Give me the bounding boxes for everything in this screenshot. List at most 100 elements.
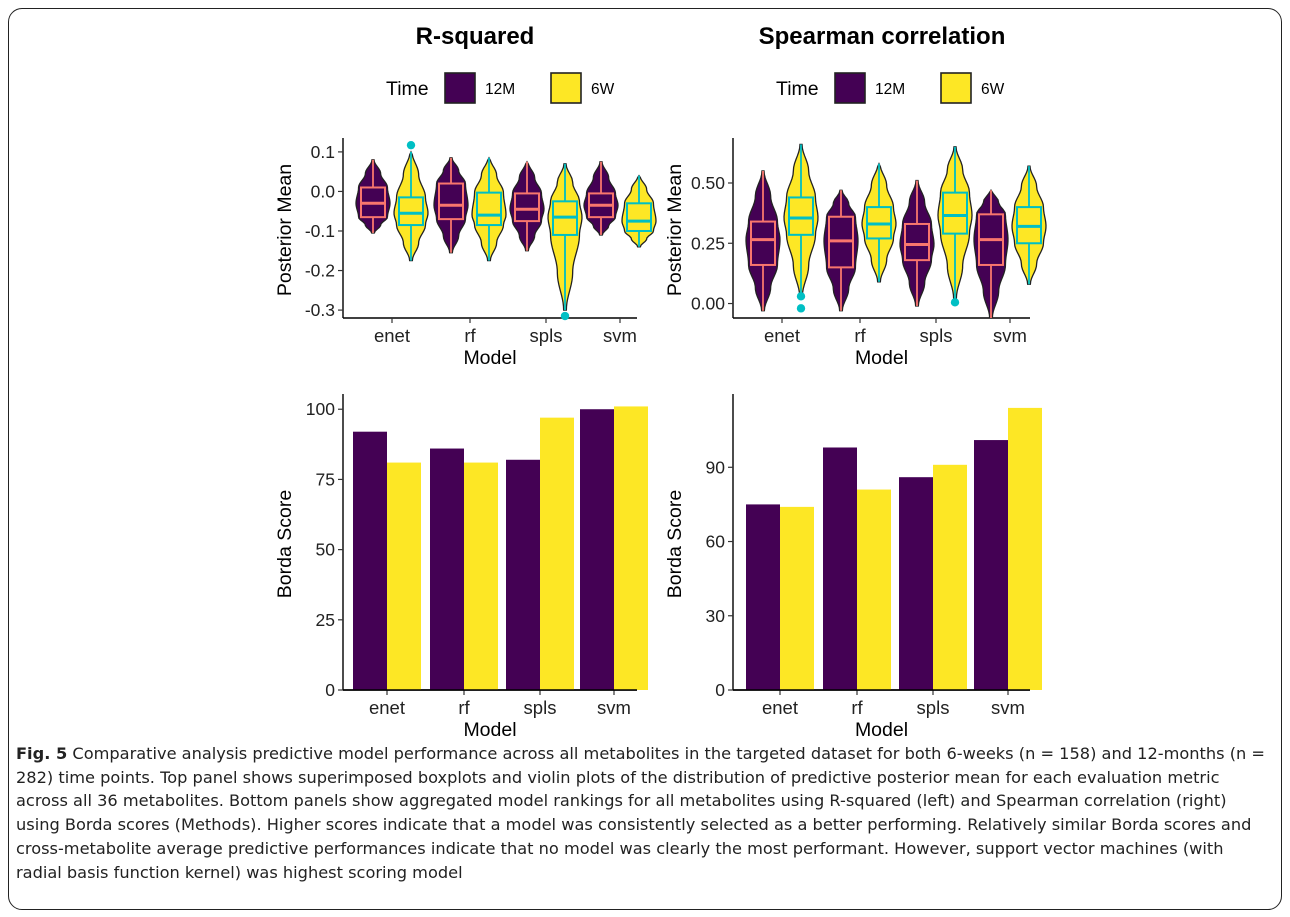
box-6W-enet xyxy=(398,196,424,227)
bar-12M-rf xyxy=(823,447,857,690)
outlier-point xyxy=(950,298,960,307)
x-tick-label: svm xyxy=(991,697,1025,718)
outlier-point xyxy=(796,292,806,301)
bar-12M-svm xyxy=(974,440,1008,690)
box-6W-svm xyxy=(626,202,652,232)
box-6W-enet xyxy=(788,196,814,236)
bar-12M-enet xyxy=(746,504,780,690)
bar-12M-rf xyxy=(430,448,464,690)
x-tick-label: rf xyxy=(464,325,476,346)
y-axis-title: Borda Score xyxy=(274,490,296,598)
x-tick-label: spls xyxy=(917,697,950,718)
y-tick-label: 0 xyxy=(325,680,335,700)
legend-label-6W: 6W xyxy=(981,81,1005,98)
y-tick-label: -0.1 xyxy=(305,221,335,241)
bar-12M-spls xyxy=(899,477,933,690)
legend: Time 12M 6W xyxy=(776,72,1005,104)
x-tick-label: enet xyxy=(374,325,410,346)
spearman_borda-axes: 0 30 60 90 enet rf spls svm Model Borda Score xyxy=(664,394,1030,740)
x-tick-label: spls xyxy=(530,325,563,346)
legend: Time 12M 6W xyxy=(386,72,615,104)
bar-6W-spls xyxy=(933,464,967,690)
bar-12M-svm xyxy=(580,409,614,690)
bar-6W-rf xyxy=(857,489,891,690)
bar-6W-svm xyxy=(614,406,648,690)
box-6W-spls xyxy=(942,191,968,235)
bar-12M-spls xyxy=(506,459,540,690)
box-12M-spls xyxy=(514,192,540,223)
y-axis-title: Posterior Mean xyxy=(274,164,296,296)
x-tick-label: svm xyxy=(993,325,1027,346)
x-tick-label: rf xyxy=(854,325,866,346)
y-tick-label: 0.25 xyxy=(691,233,725,253)
x-axis-title: Model xyxy=(463,347,516,369)
legend-label-6W: 6W xyxy=(591,81,615,98)
legend-swatch-6W xyxy=(940,72,972,104)
x-tick-label: enet xyxy=(369,697,405,718)
panel-title: R-squared xyxy=(416,23,535,50)
panel-title: Spearman correlation xyxy=(759,23,1006,50)
violin-6W-spls xyxy=(937,146,973,300)
y-tick-label: 0.50 xyxy=(691,173,725,193)
y-tick-label: 100 xyxy=(306,399,335,419)
x-tick-label: svm xyxy=(597,697,631,718)
violin-6W-enet xyxy=(783,143,819,297)
caption-label: Fig. 5 xyxy=(16,744,68,763)
bar-6W-rf xyxy=(464,462,498,690)
y-axis-title: Posterior Mean xyxy=(664,164,686,296)
y-tick-label: 75 xyxy=(316,469,335,489)
violin-6W-rf xyxy=(471,156,507,262)
y-tick-label: 30 xyxy=(706,606,726,626)
bar-6W-svm xyxy=(1008,407,1042,690)
bar-6W-enet xyxy=(387,462,421,690)
rsq_violin-axes: 0.1 0.0 -0.1 -0.2 -0.3 enet rf spls svm Model Post… xyxy=(274,138,637,369)
spearman_violin-marks xyxy=(745,143,1047,319)
y-tick-label: 0.0 xyxy=(311,181,336,201)
y-tick-label: -0.3 xyxy=(305,300,335,320)
x-axis-title: Model xyxy=(463,719,516,740)
x-tick-label: rf xyxy=(851,697,863,718)
x-tick-label: enet xyxy=(762,697,798,718)
outlier-point xyxy=(796,304,806,313)
legend-swatch-6W xyxy=(550,72,582,104)
figure-caption: Fig. 5 Comparative analysis predictive m… xyxy=(16,742,1274,884)
x-tick-label: enet xyxy=(764,325,800,346)
x-axis-title: Model xyxy=(855,719,908,740)
bar-6W-spls xyxy=(540,417,574,690)
legend-label-12M: 12M xyxy=(485,81,515,98)
y-axis-title: Borda Score xyxy=(664,490,686,598)
figure-frame xyxy=(8,8,1282,910)
caption-text: Comparative analysis predictive model pe… xyxy=(16,744,1265,882)
rsq_borda-bars xyxy=(353,406,648,690)
x-tick-label: rf xyxy=(458,697,470,718)
y-tick-label: 90 xyxy=(706,457,726,477)
legend-swatch-12M xyxy=(444,72,476,104)
y-tick-label: 60 xyxy=(706,532,726,552)
bar-6W-enet xyxy=(780,506,814,690)
box-12M-spls xyxy=(904,222,930,262)
box-12M-enet xyxy=(750,220,776,266)
legend-title: Time xyxy=(386,78,429,100)
outlier-point xyxy=(406,140,416,150)
outlier-point xyxy=(560,311,570,321)
spearman_violin-axes: 0.00 0.25 0.50 enet rf spls svm Model Posterior … xyxy=(664,138,1030,369)
spearman_borda-bars xyxy=(746,407,1042,690)
rsq_violin-marks xyxy=(355,140,657,321)
figure-5-chart: R-squared Time 12M 6W 0.1 0.0 -0.1 -0.2 -0.3 enet… xyxy=(274,23,1047,740)
x-tick-label: spls xyxy=(920,325,953,346)
rsq_borda-axes: 0 25 50 75 100 enet rf spls svm Model Borda Score xyxy=(274,394,637,740)
x-axis-title: Model xyxy=(855,347,908,369)
y-tick-label: 0 xyxy=(715,680,725,700)
x-tick-label: svm xyxy=(603,325,637,346)
bar-12M-enet xyxy=(353,431,387,690)
y-tick-label: -0.2 xyxy=(305,261,335,281)
legend-swatch-12M xyxy=(834,72,866,104)
legend-title: Time xyxy=(776,78,819,100)
box-12M-rf xyxy=(438,182,464,221)
legend-label-12M: 12M xyxy=(875,81,905,98)
y-tick-label: 0.1 xyxy=(311,142,335,162)
y-tick-label: 25 xyxy=(316,610,335,630)
x-tick-label: spls xyxy=(524,697,557,718)
box-6W-rf xyxy=(476,191,502,227)
y-tick-label: 50 xyxy=(316,540,336,560)
